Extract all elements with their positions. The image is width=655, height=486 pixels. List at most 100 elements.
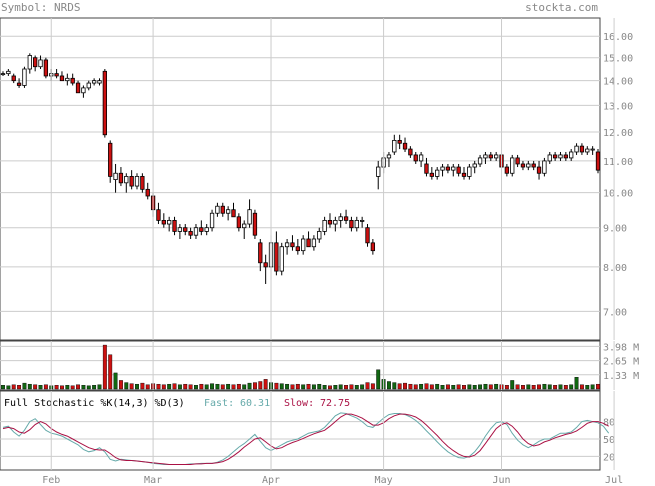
candle-body <box>113 172 118 180</box>
candle <box>418 151 424 168</box>
candle <box>392 134 397 155</box>
candle-body <box>370 242 376 252</box>
candle <box>590 146 595 155</box>
volume-bar <box>172 383 177 390</box>
volume-bar <box>558 384 563 390</box>
volume-bar <box>360 384 365 390</box>
candle <box>167 216 172 232</box>
candle <box>595 149 601 174</box>
candle-body <box>124 176 129 184</box>
candle <box>220 202 225 217</box>
candle <box>0 71 6 76</box>
candle <box>75 80 81 94</box>
volume-bar <box>81 385 86 390</box>
price-tick-label: 13.00 <box>603 101 633 112</box>
candle <box>33 55 38 72</box>
candle-body <box>236 216 242 229</box>
volume-bar <box>22 382 27 390</box>
volume-bar <box>11 384 16 390</box>
candle-body <box>97 80 102 84</box>
volume-bar <box>333 385 338 390</box>
candle <box>515 154 520 168</box>
candle <box>467 163 472 180</box>
volume-bar <box>408 383 413 390</box>
candle <box>86 80 91 91</box>
volume-bar <box>317 383 322 390</box>
candle-body <box>402 142 408 150</box>
candle <box>118 167 124 187</box>
volume-bar <box>526 384 531 390</box>
candle <box>129 170 134 190</box>
volume-bar <box>135 383 139 390</box>
volume-bar <box>70 385 75 390</box>
volume-bar <box>102 344 107 390</box>
candle-body <box>252 212 258 236</box>
candle-body <box>467 166 472 177</box>
volume-bar <box>54 385 59 390</box>
month-tick-label: May <box>375 475 393 486</box>
candle <box>349 216 354 232</box>
stochastic-tick-label: 50 <box>603 435 615 446</box>
volume-bar <box>252 382 257 390</box>
volume-bar <box>349 384 354 390</box>
candle-body <box>574 145 579 153</box>
candle <box>477 154 483 168</box>
candle-body <box>322 219 327 232</box>
volume-bar <box>145 384 150 390</box>
candle-body <box>349 219 354 229</box>
candle-body <box>397 140 402 144</box>
volume-bar <box>263 379 268 390</box>
price-tick-label: 9.00 <box>603 224 627 235</box>
candle <box>274 231 279 276</box>
volume-bar <box>328 385 332 390</box>
volume-bar <box>424 383 429 390</box>
volume-bar <box>76 384 80 390</box>
candle <box>225 206 231 221</box>
price-tick-label: 8.00 <box>603 263 627 274</box>
candle-body <box>488 154 493 159</box>
candle-body <box>295 246 300 252</box>
candle-body <box>510 157 515 174</box>
volume-bar <box>86 385 91 390</box>
volume-bar <box>6 385 11 390</box>
price-grid <box>0 35 600 312</box>
candle <box>183 224 188 236</box>
candle <box>27 53 32 74</box>
volume-bar <box>311 384 316 390</box>
volume-bar <box>285 383 290 390</box>
price-panel-frame <box>0 17 601 341</box>
candle <box>177 224 183 239</box>
volume-bar <box>467 384 472 390</box>
volume-bar <box>194 385 198 390</box>
candle-body <box>504 166 510 174</box>
volume-bar <box>386 381 391 390</box>
candle <box>102 69 107 138</box>
candle <box>161 213 166 228</box>
candle-body <box>311 238 317 248</box>
candle <box>429 167 434 180</box>
volume-bar <box>472 385 477 390</box>
candle <box>295 238 300 255</box>
candle <box>488 151 493 161</box>
candle <box>301 235 306 255</box>
volume-bar <box>397 383 402 390</box>
price-tick-label: 12.00 <box>603 128 633 139</box>
candle-body <box>204 227 209 232</box>
candle <box>343 209 349 225</box>
volume-bar <box>60 385 64 390</box>
candle-body <box>38 59 43 68</box>
volume-bar <box>590 384 595 390</box>
stochastic-axis: 80 50 20 <box>603 418 615 464</box>
candle-body <box>376 166 381 177</box>
volume-bar <box>338 384 343 390</box>
volume-bar <box>456 384 461 390</box>
candle-body <box>569 151 574 159</box>
volume-bar <box>65 385 70 390</box>
volume-bar <box>483 383 488 390</box>
candle-body <box>494 154 499 159</box>
candle <box>188 227 193 239</box>
candle <box>70 73 75 86</box>
candle <box>563 151 568 161</box>
candle-body <box>0 73 6 76</box>
candle-body <box>27 55 32 70</box>
